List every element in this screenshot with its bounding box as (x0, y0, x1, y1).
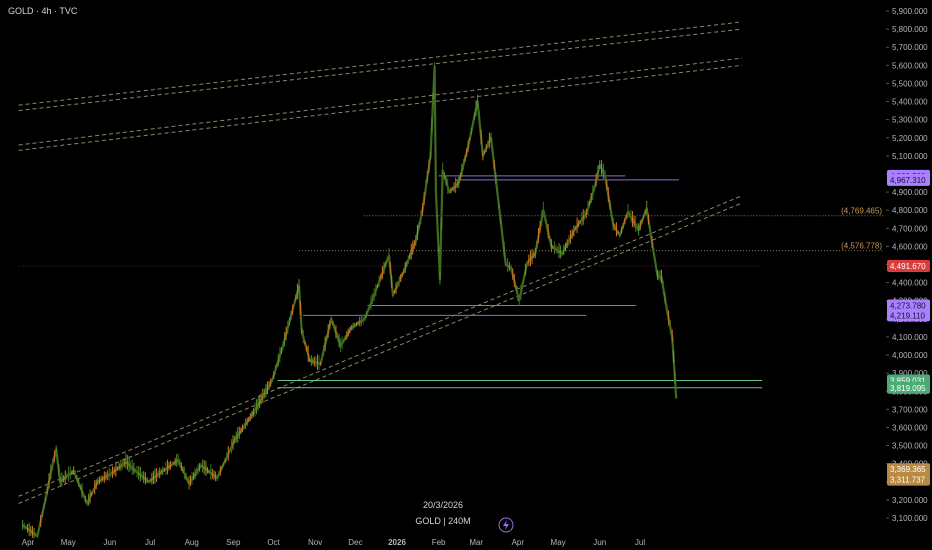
x-tick-label: Dec (348, 538, 362, 547)
y-tick-label: 5,100.000 (892, 152, 928, 161)
badge-bg (887, 463, 930, 476)
levels-layer: (4,769.465) (4,576.778) (18, 175, 884, 389)
symbol-title: GOLD · 4h · TVC (8, 6, 78, 16)
badge-label: 3,311.737 (890, 476, 926, 485)
crosshair-date-label: 20/3/2026 (423, 500, 463, 510)
trendline (18, 28, 743, 112)
y-tick-label: 5,500.000 (892, 79, 928, 88)
y-tick-label: 3,200.000 (892, 496, 928, 505)
y-tick-label: 4,600.000 (892, 242, 928, 251)
y-tick-label: 3,900.000 (892, 369, 928, 378)
x-tick-label: Aug (185, 538, 199, 547)
badge-label: 4,967.310 (890, 176, 926, 185)
dotted-level-label: (4,769.465) (841, 207, 882, 216)
badge-bg (887, 299, 930, 312)
badge-label: 4,491.670 (890, 262, 926, 271)
badge-label: 3,369.365 (890, 465, 926, 474)
y-tick-label: 3,700.000 (892, 405, 928, 414)
trendline (18, 195, 743, 497)
price-badges: 4,989.5904,967.3104,273.7804,219.1103,85… (887, 169, 930, 486)
x-tick-label: Sep (226, 538, 241, 547)
price-series (21, 62, 678, 539)
badge-label: 3,859.031 (890, 377, 926, 386)
x-tick-label: Jun (103, 538, 116, 547)
x-tick-label: May (61, 538, 76, 547)
watermark-symbol: GOLD | 240M (415, 516, 470, 526)
badge-bg (887, 381, 930, 394)
lightning-icon[interactable] (498, 517, 514, 533)
y-tick-label: 5,600.000 (892, 61, 928, 70)
y-tick-label: 5,300.000 (892, 116, 928, 125)
level-price-badge: 4,491.670 (887, 260, 930, 273)
x-tick-label: Nov (308, 538, 322, 547)
trendlines-layer (18, 21, 743, 504)
tan-price-badge: 3,311.737 (887, 473, 930, 486)
trendline (18, 202, 743, 504)
badge-label: 4,219.110 (890, 311, 926, 320)
x-tick-label: May (551, 538, 566, 547)
badge-bg (887, 309, 930, 322)
y-tick-label: 3,600.000 (892, 423, 928, 432)
level-price-badge: 4,273.780 (887, 299, 930, 312)
x-tick-label: Jul (145, 538, 155, 547)
x-tick-label: Apr (22, 538, 35, 547)
x-tick-label: 2026 (388, 538, 406, 547)
y-tick-label: 4,400.000 (892, 279, 928, 288)
x-tick-label: Apr (512, 538, 525, 547)
y-tick-label: 4,000.000 (892, 351, 928, 360)
y-tick-label: 5,700.000 (892, 43, 928, 52)
dotted-level-label: (4,576.778) (841, 242, 882, 251)
badge-label: 3,819.095 (890, 384, 926, 393)
y-tick-label: 4,100.000 (892, 333, 928, 342)
y-tick-label: 4,800.000 (892, 206, 928, 215)
y-tick-label: 3,500.000 (892, 442, 928, 451)
price-line (21, 65, 678, 538)
trendline (18, 64, 743, 151)
x-tick-label: Feb (432, 538, 446, 547)
y-tick-label: 5,400.000 (892, 98, 928, 107)
level-price-badge: 4,219.110 (887, 309, 930, 322)
x-tick-label: Jul (635, 538, 645, 547)
y-tick-label: 5,900.000 (892, 7, 928, 16)
tan-price-badge: 3,369.365 (887, 463, 930, 476)
badge-label: 4,273.780 (890, 301, 926, 310)
level-price-badge: 3,819.095 (887, 381, 930, 394)
x-tick-label: Oct (267, 538, 280, 547)
trendline (18, 21, 743, 106)
y-tick-label: 4,900.000 (892, 188, 928, 197)
badge-bg (887, 173, 930, 186)
badge-bg (887, 473, 930, 486)
level-price-badge: 4,967.310 (887, 173, 930, 186)
y-tick-label: 5,200.000 (892, 134, 928, 143)
y-tick-label: 5,800.000 (892, 25, 928, 34)
x-tick-label: Mar (469, 538, 483, 547)
y-tick-label: 4,700.000 (892, 224, 928, 233)
y-tick-label: 3,100.000 (892, 514, 928, 523)
trendline (18, 57, 743, 146)
badge-bg (887, 260, 930, 273)
time-axis[interactable]: Apr May Jun Jul Aug Sep Oct Nov Dec 2026 Feb Mar Apr… (22, 538, 646, 547)
x-tick-label: Jun (593, 538, 606, 547)
